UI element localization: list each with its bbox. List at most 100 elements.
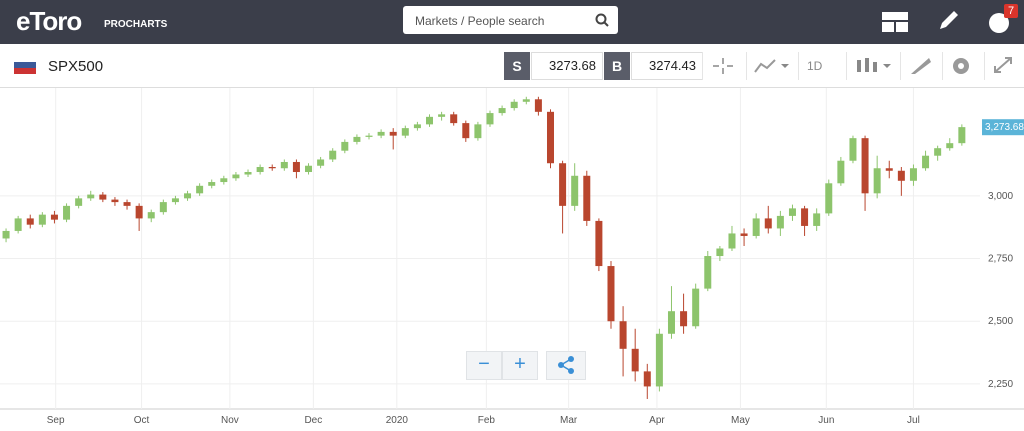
crosshair-tool[interactable] [702,52,743,80]
candle-body [438,114,446,117]
candle-body [256,166,264,173]
candle-body [946,143,954,149]
candle-body [184,193,192,199]
candle-body [474,124,482,139]
candle-body [486,113,494,125]
interval-tool[interactable]: 1D [798,52,842,80]
candle-body [87,194,95,199]
candle-body [317,159,325,166]
candle-body [655,333,663,387]
toolbar: SPX500 S 3273.68 B 3274.43 1D [0,44,1024,88]
candle-body [788,208,796,216]
candle-body [111,199,119,203]
candle-body [26,218,34,225]
chart-type-tool[interactable] [746,52,795,80]
layout-icon[interactable] [882,12,908,32]
edit-icon[interactable] [936,9,960,33]
candle-body [232,174,240,179]
zoom-out[interactable]: − [466,351,502,380]
logo[interactable]: eToro [16,6,82,36]
x-tick-label: Jul [907,415,920,426]
candle-body [99,194,107,200]
y-tick-label: 2,750 [988,254,1013,265]
profile-icon[interactable] [988,12,1010,34]
candle-body [50,214,58,220]
candle-body [208,182,216,186]
fullscreen-tool[interactable] [984,52,1023,80]
share[interactable] [546,351,586,380]
candle-body [922,155,930,169]
candle-body [305,165,313,173]
candle-body [426,116,434,125]
candle-body [861,138,869,194]
brand: PROCHARTS [104,19,168,30]
indicator-tool[interactable] [846,52,897,80]
candle-body [244,172,252,175]
candle-body [377,131,385,136]
x-tick-label: Apr [649,415,665,426]
y-tick-label: 2,250 [988,379,1013,390]
candle-body [401,128,409,136]
x-tick-label: Oct [134,415,150,426]
candle-body [329,150,337,160]
candle-body [353,136,361,142]
candle-body [63,205,71,220]
buy-button[interactable]: B [604,52,630,80]
x-tick-label: May [731,415,750,426]
candle-body [196,185,204,194]
candle-body [389,131,397,136]
zoom-in[interactable]: + [502,351,538,380]
settings-tool[interactable] [942,52,981,80]
candle-body [740,233,748,236]
search-box[interactable]: Markets / People search [403,6,618,34]
candle-body [958,127,966,144]
sell-button[interactable]: S [504,52,530,80]
x-tick-label: 2020 [386,415,409,426]
candle-body [667,311,675,334]
candle-body [595,220,603,267]
buy-price[interactable]: 3274.43 [631,52,703,80]
draw-tool[interactable] [900,52,941,80]
candle-body [680,311,688,327]
candle-body [813,213,821,226]
candle-body [897,170,905,181]
search-icon [595,13,609,27]
candle-body [75,198,83,206]
x-tick-label: Nov [221,415,239,426]
candle-body [728,233,736,249]
candle-body [885,168,893,171]
candle-body [607,266,615,322]
candle-body [522,99,530,102]
candle-body [413,124,421,129]
candle-body [123,202,131,206]
x-tick-label: Jun [818,415,834,426]
top-bar: eToro PROCHARTS Markets / People search … [0,0,1024,44]
candle-body [934,148,942,156]
candle-body [365,135,373,137]
sell-price[interactable]: 3273.68 [531,52,603,80]
candle-body [571,175,579,206]
candle-body [825,183,833,214]
candle-body [546,111,554,164]
candle-body [462,123,470,139]
notification-badge[interactable]: 7 [1004,4,1019,18]
symbol: SPX500 [48,58,104,75]
candle-body [776,215,784,229]
candle-body [498,108,506,114]
candle-body [534,99,542,112]
candle-body [643,371,651,387]
x-tick-label: Feb [478,415,496,426]
candle-body [909,168,917,181]
x-tick-label: Mar [560,415,578,426]
candle-body [583,175,591,221]
search-placeholder: Markets / People search [415,14,545,28]
candle-body [837,160,845,184]
candle-body [450,114,458,124]
candle-body [280,161,288,169]
interval: 1D [807,59,823,73]
candle-body [292,161,300,173]
candle-body [14,218,22,231]
candle-body [135,205,143,219]
candle-body [38,214,46,225]
candle-body [619,321,627,349]
